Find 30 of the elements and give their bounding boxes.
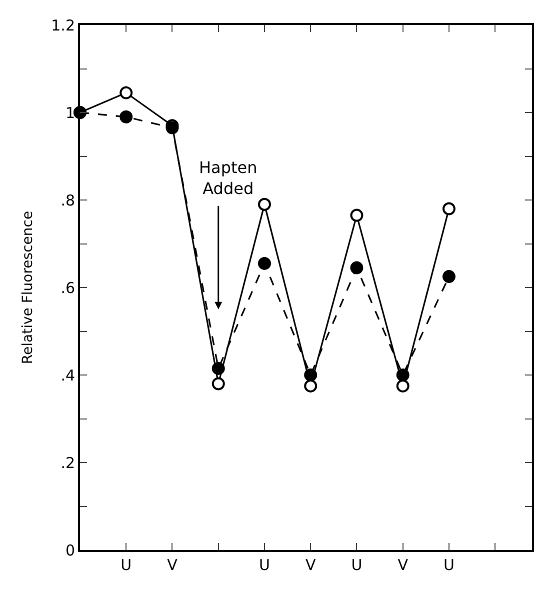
x-tick-label: V [305,556,316,574]
point [350,261,364,274]
point [396,379,410,392]
point [304,379,318,392]
annotation: Hapten Added [199,158,258,198]
y-tick-label: 0 [65,541,75,560]
point [350,208,364,222]
y-axis-title: Relative Fluorescence [20,210,36,364]
point [258,198,271,211]
point [396,368,410,382]
point [212,362,225,375]
point [442,270,456,284]
y-tick-label: .6 [60,278,75,297]
y-tick-label: 1.2 [51,16,75,34]
y-tick-label: .8 [60,191,75,210]
point [120,86,133,100]
point [212,377,225,390]
point [258,256,271,270]
x-tick-label: U [351,556,362,574]
x-tick-label: U [443,556,454,574]
x-tick-label: V [167,556,178,574]
y-tick-label: 1 [65,104,75,122]
x-tick-label: V [398,556,409,574]
y-tick-label: .2 [60,454,75,472]
point [442,202,456,216]
point [120,110,133,124]
x-tick-label: U [259,556,270,574]
point [304,368,318,382]
y-tick-label: .4 [60,366,75,384]
x-tick-label: U [120,556,132,574]
